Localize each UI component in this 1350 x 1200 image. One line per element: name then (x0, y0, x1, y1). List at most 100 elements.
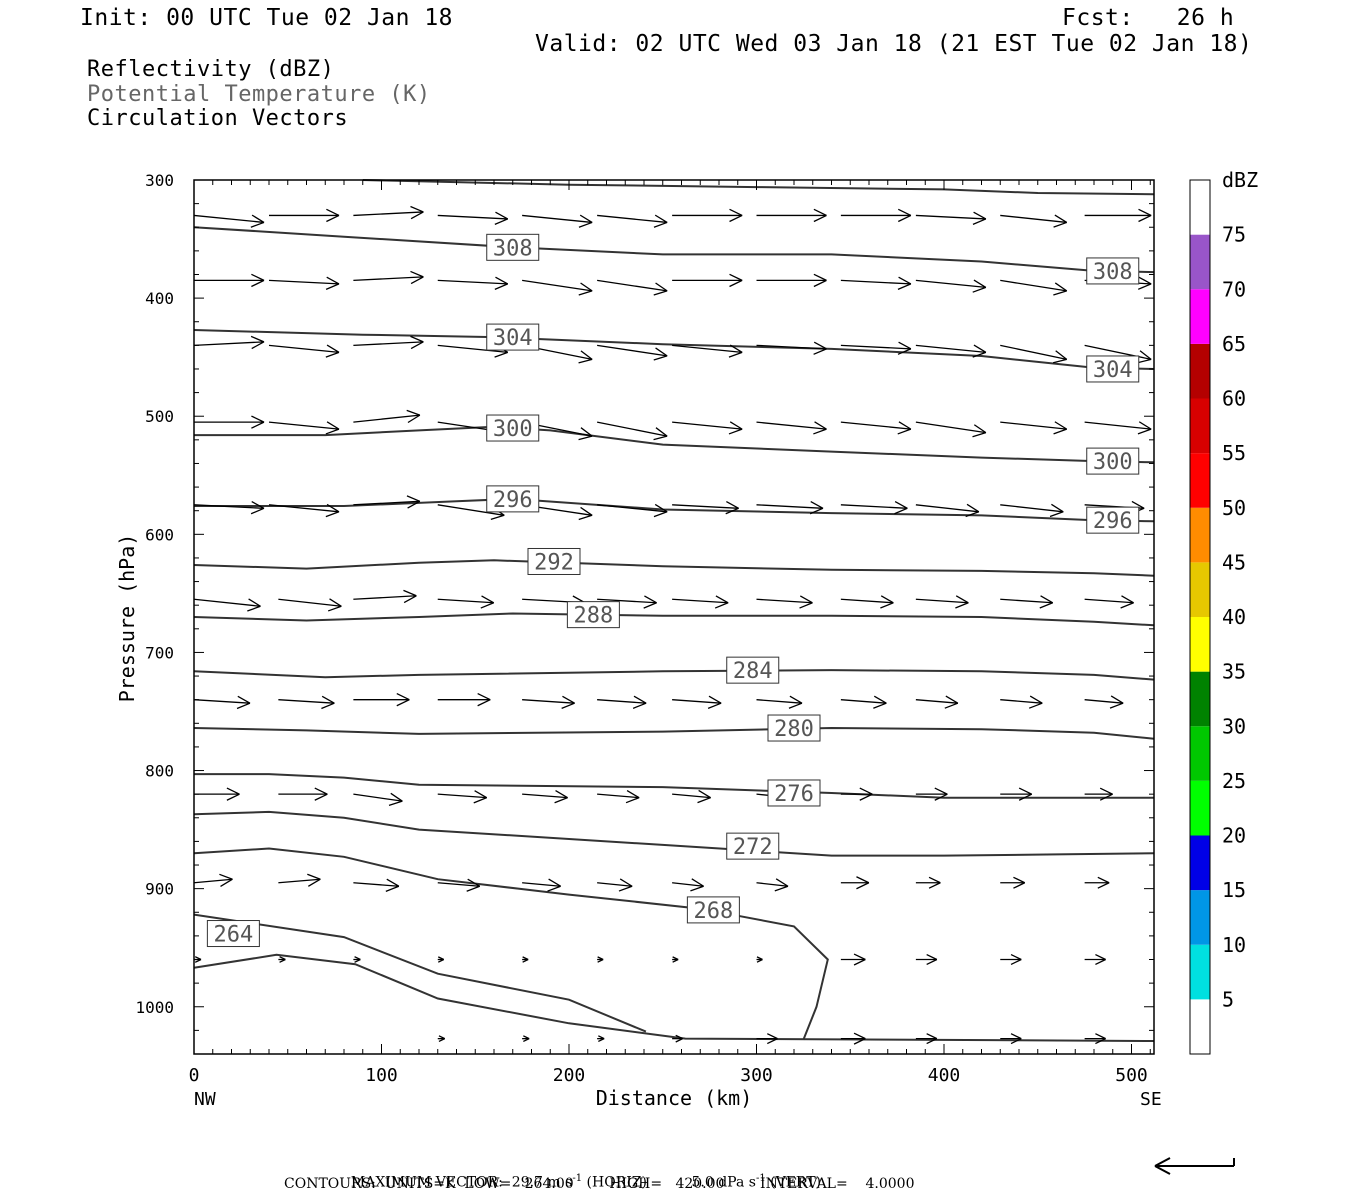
vector-shaft (437, 504, 505, 516)
vector-shaft (840, 598, 894, 604)
vector-head (580, 350, 593, 360)
vector-head (481, 595, 495, 604)
vector-head (1099, 793, 1113, 801)
vector-shaft (353, 793, 403, 802)
vector-shaft (522, 214, 593, 224)
vector-head (326, 344, 340, 353)
theta-contours (193, 179, 1155, 1042)
vector-head (386, 878, 400, 887)
vector-head (619, 878, 633, 887)
vector-head (655, 427, 668, 437)
vector-head (561, 702, 575, 710)
vector-head (1137, 428, 1152, 435)
vector-head (632, 702, 647, 709)
vector-head (410, 205, 424, 213)
vector-head (1095, 958, 1106, 966)
contour-label-box (767, 714, 821, 742)
vector-shaft (1000, 344, 1067, 360)
vector-head (396, 693, 410, 701)
contour-label: 276 (774, 782, 814, 807)
contour-label: 308 (493, 236, 533, 261)
vector-head (675, 1034, 683, 1040)
vector-head (1109, 702, 1124, 709)
colorbar-label: 30 (1222, 714, 1246, 738)
vector-head (523, 1038, 530, 1043)
vector-shaft (193, 598, 261, 607)
vector-head (928, 876, 941, 884)
vector-head (480, 602, 494, 609)
theta-contour (193, 810, 1155, 857)
vector-shaft (672, 504, 739, 509)
y-tick-label: 400 (145, 289, 174, 308)
vector-head (388, 800, 403, 807)
vector-shaft (1000, 279, 1067, 292)
vector-head (307, 873, 321, 880)
contour-label-box (566, 601, 620, 629)
colorbar-swatch (1190, 562, 1210, 617)
vector-shaft (840, 504, 908, 509)
vector-head (972, 432, 987, 438)
vector-head (1097, 876, 1110, 884)
vector-head (495, 211, 509, 220)
vector-head (1010, 958, 1022, 966)
contour-labels: 308 308 304 304 300 300 296 296 292 288 284 280 276 2… (206, 233, 1140, 948)
contour-label-box (1086, 506, 1140, 534)
vector-head (321, 702, 335, 710)
vector-head (410, 276, 424, 285)
x-left-end-label: NW (194, 1089, 216, 1110)
theta-contour (194, 773, 1154, 799)
vector-head (325, 511, 340, 518)
vector-head (597, 958, 604, 963)
vector-head (653, 290, 668, 296)
vector-shaft (597, 504, 668, 513)
vector-head (597, 956, 604, 961)
vector-head (973, 211, 987, 220)
contour-label-box (1086, 257, 1140, 285)
vector-shaft (522, 279, 593, 292)
vector-head (675, 1038, 683, 1043)
contour-label: 280 (774, 717, 814, 742)
vector-head (643, 602, 657, 609)
vector-head (714, 602, 729, 609)
vector-head (856, 882, 870, 890)
theta-contour (193, 612, 1155, 627)
vector-head (799, 602, 813, 609)
vector-shaft (596, 421, 668, 437)
max-vert-value: 5.0 dPa s (691, 1174, 756, 1191)
vector-head (494, 351, 508, 358)
vector-head (522, 956, 529, 961)
vector-head (523, 1035, 530, 1040)
vector-shaft (268, 421, 340, 430)
theta-contour (193, 226, 1155, 274)
vector-head (813, 348, 827, 355)
colorbar-swatch (1190, 343, 1210, 399)
vert-exponent: -1 (755, 1173, 766, 1184)
vector-shaft (278, 699, 335, 704)
vector-head (729, 208, 743, 217)
vector-head (321, 695, 335, 704)
vector-head (853, 953, 866, 961)
vector-head (410, 211, 424, 220)
vector-shaft (597, 279, 668, 292)
vector-head (898, 421, 912, 430)
vector-shaft (193, 504, 265, 509)
y-tick-label: 700 (145, 643, 174, 662)
colorbar-swatch (1190, 835, 1210, 891)
vector-head (729, 273, 743, 281)
vector-head (625, 797, 640, 804)
vector-head (653, 355, 668, 361)
vector-head (897, 348, 912, 355)
vector-head (579, 214, 593, 223)
vector-head (813, 214, 827, 223)
vector-head (554, 797, 568, 804)
vector-head (880, 595, 894, 604)
vector-head (928, 882, 941, 889)
vector-head (1138, 208, 1152, 217)
vector-head (633, 695, 647, 704)
vector-shaft (672, 598, 729, 604)
vector-shaft (353, 211, 424, 217)
vector-head (1049, 511, 1064, 518)
vector-head (618, 885, 633, 892)
vector-head (809, 507, 824, 515)
vector-shaft (522, 699, 575, 704)
